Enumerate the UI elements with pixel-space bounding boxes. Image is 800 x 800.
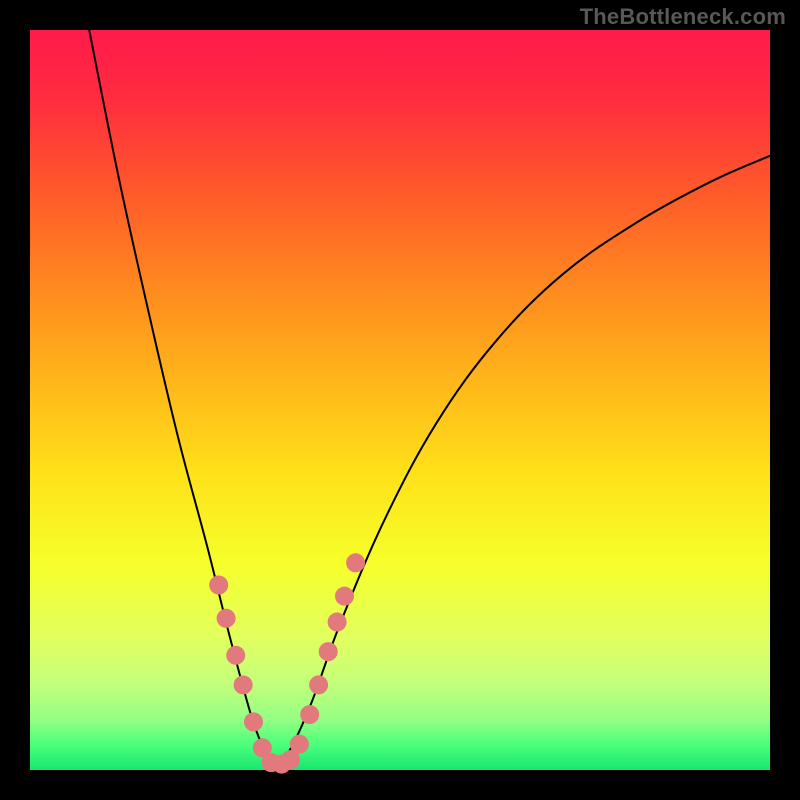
data-marker [227,646,245,664]
data-marker [301,706,319,724]
bottleneck-chart-svg [0,0,800,800]
data-marker [310,676,328,694]
gradient-background [30,30,770,770]
data-marker [244,713,262,731]
watermark-text: TheBottleneck.com [580,4,786,30]
chart-canvas: TheBottleneck.com [0,0,800,800]
data-marker [210,576,228,594]
data-marker [347,554,365,572]
data-marker [328,613,346,631]
data-marker [281,751,299,769]
data-marker [217,609,235,627]
data-marker [319,643,337,661]
data-marker [336,587,354,605]
data-marker [290,735,308,753]
data-marker [234,676,252,694]
